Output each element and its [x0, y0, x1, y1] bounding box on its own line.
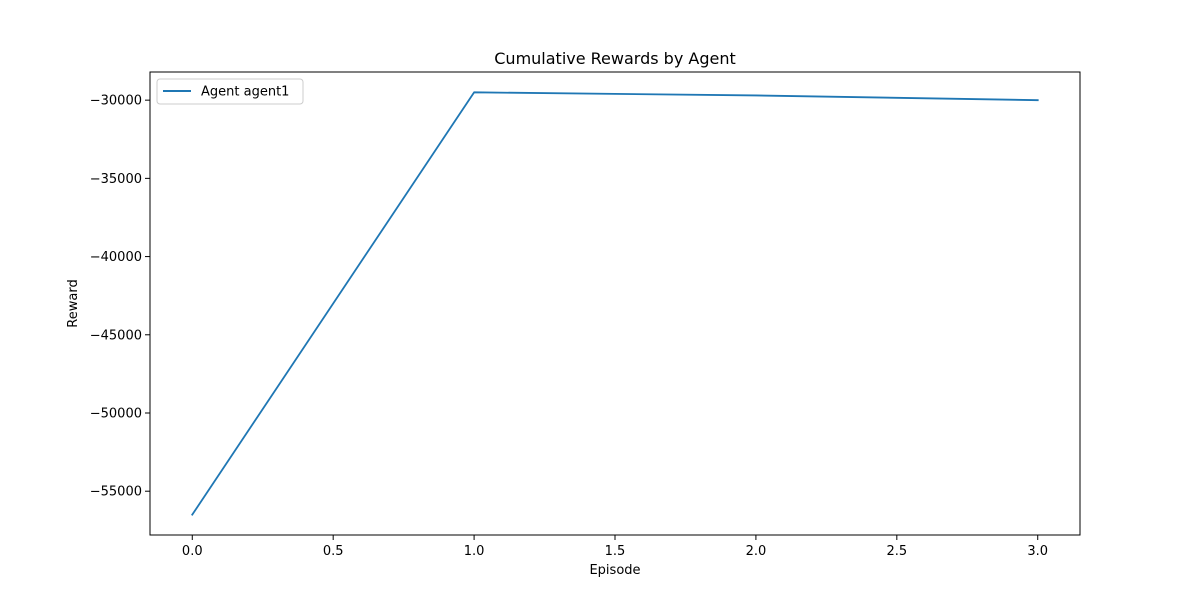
y-tick-label: −50000: [90, 406, 142, 421]
x-tick-label: 0.0: [182, 544, 203, 559]
y-tick-label: −30000: [90, 94, 142, 109]
plot-frame: [149, 71, 1081, 536]
y-tick-label: −35000: [90, 172, 142, 187]
series-line: [191, 91, 1039, 516]
x-tick-label: 3.0: [1027, 544, 1048, 559]
y-axis-label: Reward: [66, 279, 81, 327]
legend: Agent agent1: [156, 78, 304, 105]
x-tick-label: 0.5: [323, 544, 344, 559]
x-axis-label: Episode: [589, 563, 640, 578]
legend-frame: [156, 78, 304, 105]
y-tick-label: −40000: [90, 250, 142, 265]
x-tick-label: 1.5: [605, 544, 626, 559]
y-tick-label: −55000: [90, 485, 142, 500]
series-layer: [191, 91, 1039, 516]
y-tick-label: −45000: [90, 328, 142, 343]
chart-title: Cumulative Rewards by Agent: [494, 49, 735, 68]
x-tick-label: 2.0: [746, 544, 767, 559]
x-axis-ticks: 0.0 0.5 1.0 1.5 2.0 2.5 3.0: [182, 535, 1048, 559]
x-tick-label: 2.5: [886, 544, 907, 559]
y-axis-ticks: −55000 −50000 −45000 −40000 −35000 −30000: [90, 94, 150, 500]
x-tick-label: 1.0: [464, 544, 485, 559]
plot-area: 0.0 0.5 1.0 1.5 2.0 2.5 3.0 −55000 −50000 −45000…: [90, 71, 1081, 559]
legend-label: Agent agent1: [201, 85, 289, 100]
